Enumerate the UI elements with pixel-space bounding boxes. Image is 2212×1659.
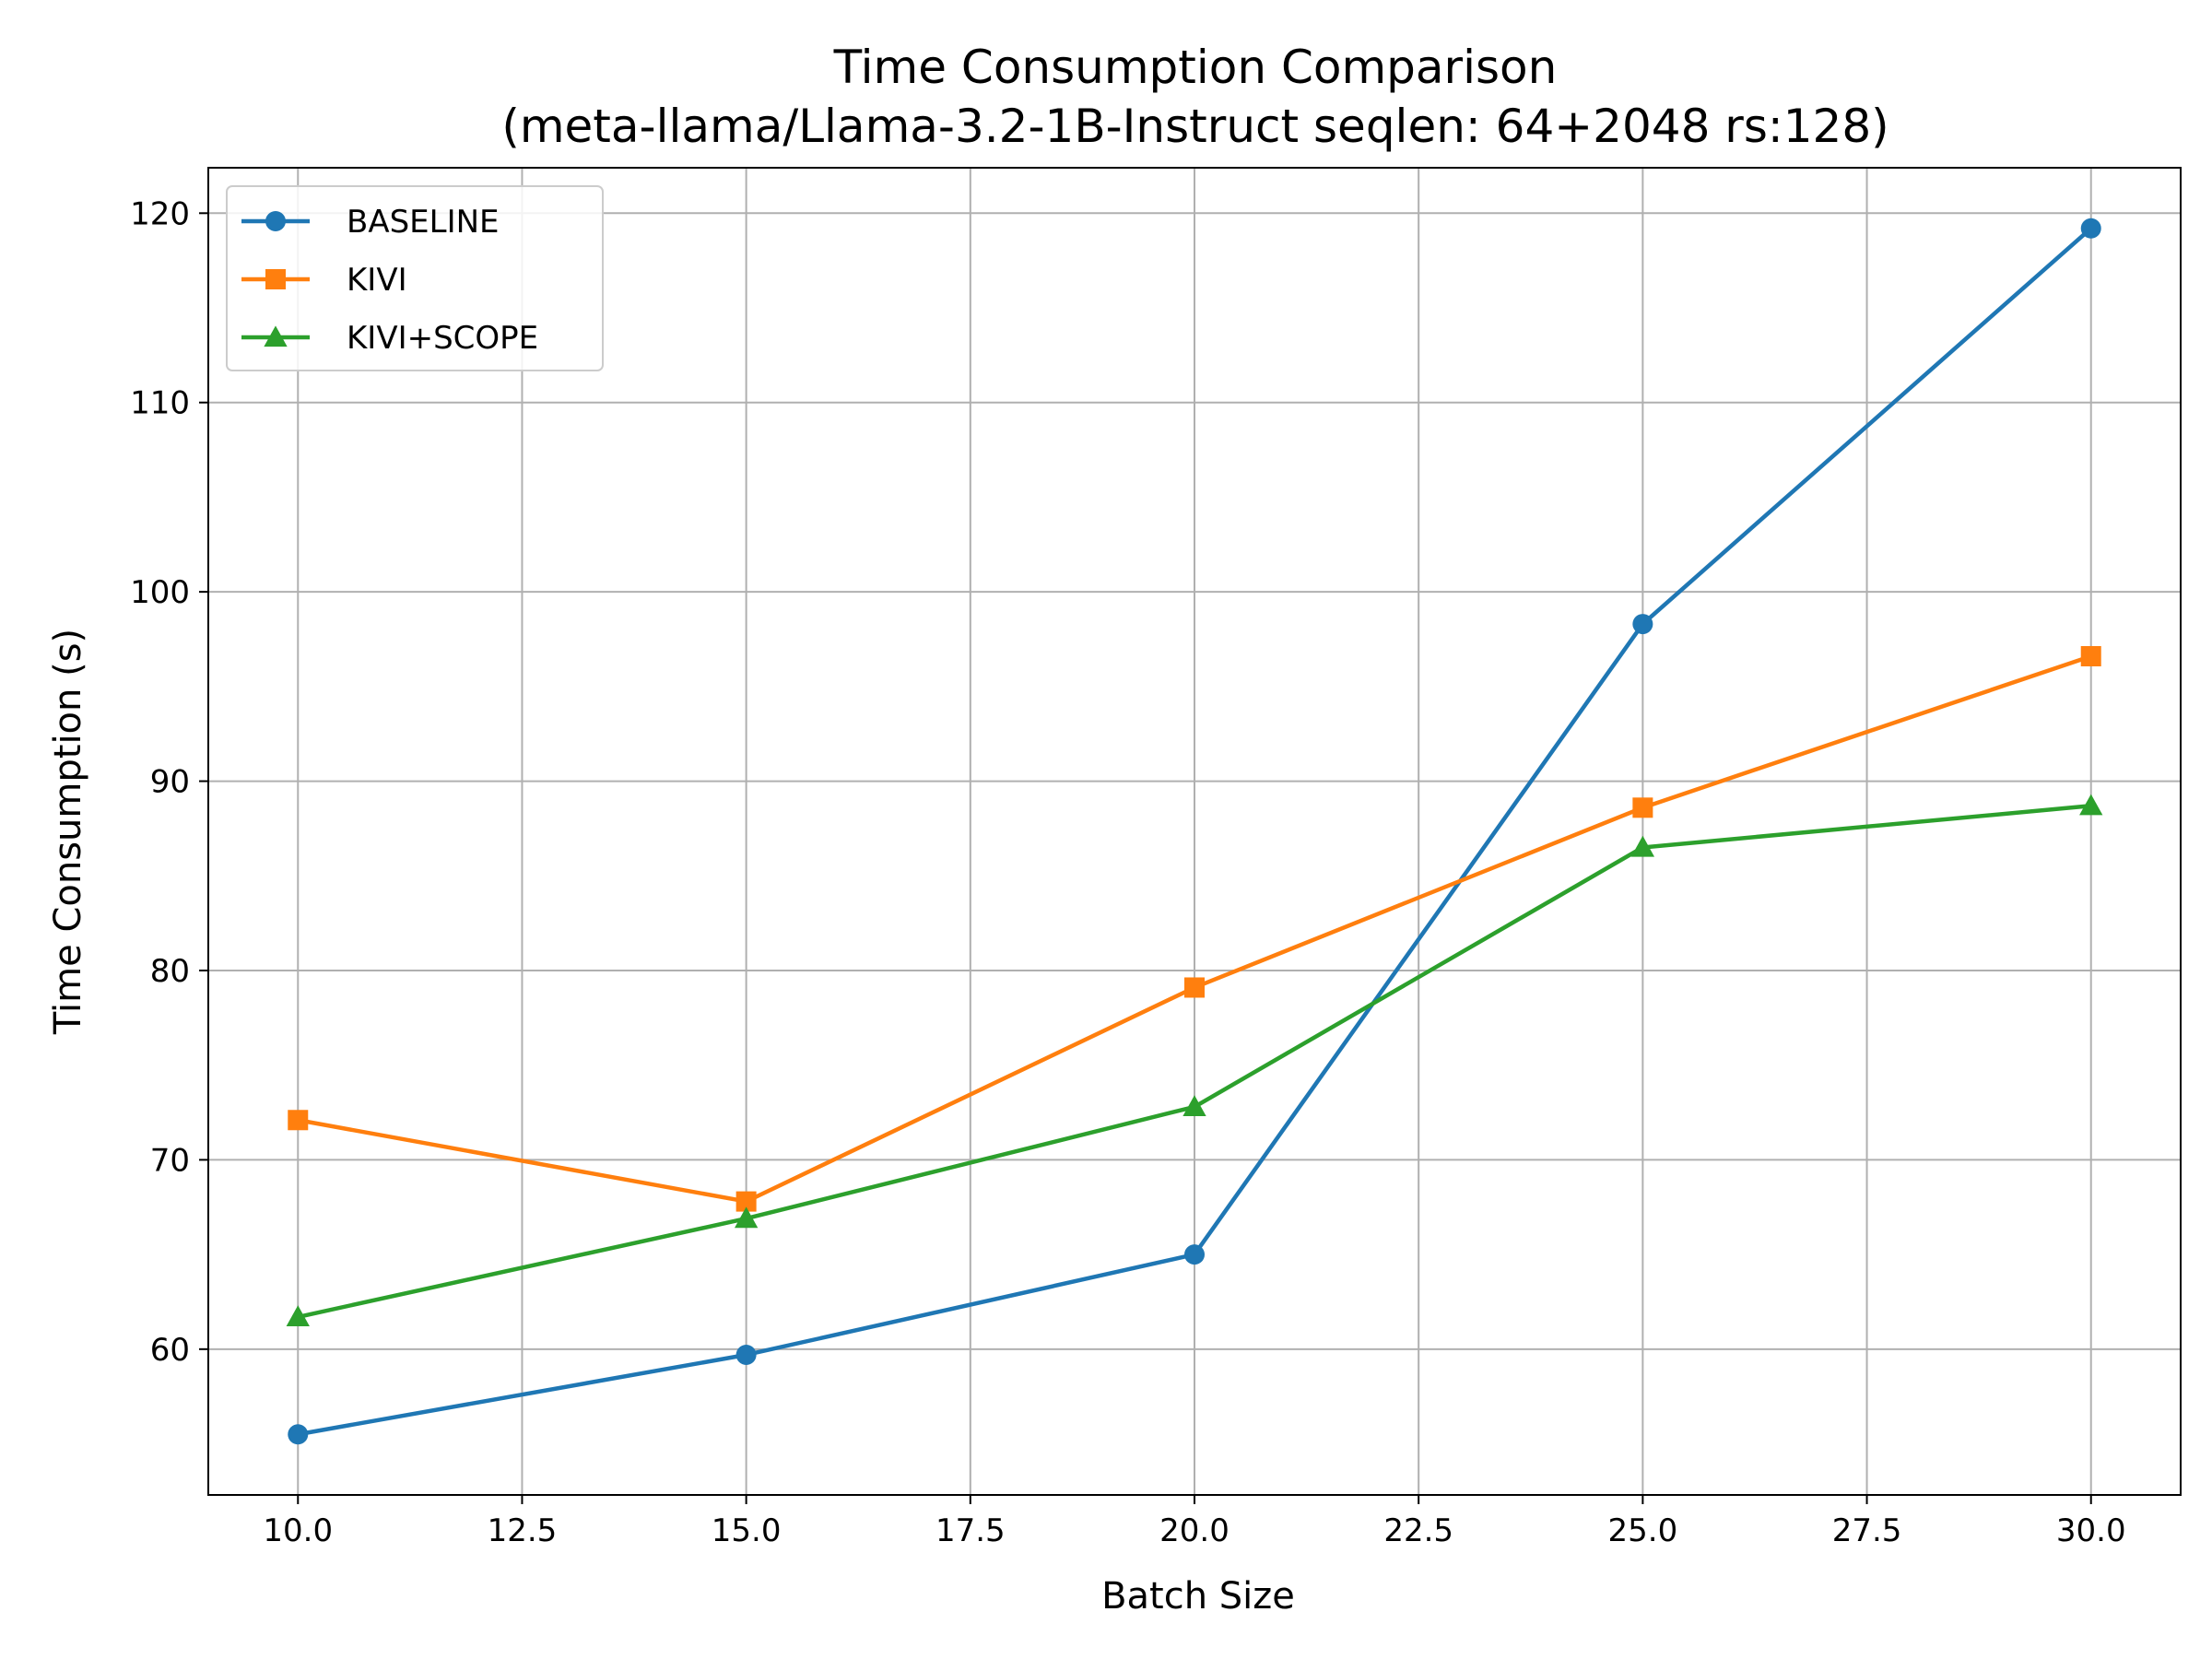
data-point-kivi-scope bbox=[1182, 1095, 1206, 1117]
x-tick-label: 10.0 bbox=[263, 1512, 333, 1549]
x-tick-label: 25.0 bbox=[1608, 1512, 1678, 1549]
series-kivi bbox=[288, 645, 2101, 1212]
data-point-baseline bbox=[288, 1424, 309, 1445]
x-axis-label: Batch Size bbox=[1101, 1575, 1295, 1618]
data-point-kivi-scope bbox=[2079, 794, 2103, 816]
x-tick-label: 20.0 bbox=[1159, 1512, 1230, 1549]
series-layer bbox=[286, 218, 2103, 1445]
data-point-baseline bbox=[1632, 614, 1653, 635]
legend-box bbox=[226, 185, 604, 371]
x-tick-label: 27.5 bbox=[1832, 1512, 1902, 1549]
data-point-baseline bbox=[735, 1344, 757, 1365]
data-point-kivi-scope bbox=[286, 1305, 310, 1327]
series-kivi-scope bbox=[286, 794, 2103, 1327]
y-tick-label: 60 bbox=[150, 1332, 190, 1369]
data-point-kivi bbox=[735, 1191, 757, 1212]
legend-marker-baseline bbox=[265, 211, 286, 231]
y-axis-label: Time Consumption (s) bbox=[47, 628, 90, 1035]
y-tick-label: 100 bbox=[130, 574, 190, 611]
x-tick-label: 22.5 bbox=[1383, 1512, 1453, 1549]
x-tick-label: 15.0 bbox=[712, 1512, 782, 1549]
data-point-kivi bbox=[288, 1110, 309, 1131]
legend: BASELINE KIVI KIVI+SCOPE bbox=[226, 185, 604, 371]
x-tick-label: 12.5 bbox=[488, 1512, 558, 1549]
legend-label-kivi: KIVI bbox=[347, 262, 407, 299]
grid bbox=[208, 168, 2181, 1495]
x-tick-label: 30.0 bbox=[2056, 1512, 2126, 1549]
axis-ticks: 10.0 12.5 15.0 17.5 20.0 22.5 25.0 27.5 30.0 60 70… bbox=[130, 195, 2125, 1549]
data-point-kivi-scope bbox=[1630, 835, 1655, 857]
chart-subtitle: (meta-llama/Llama-3.2-1B-Instruct seqlen… bbox=[501, 100, 1889, 153]
y-tick-label: 90 bbox=[150, 764, 190, 801]
data-point-kivi bbox=[1184, 977, 1205, 998]
data-point-kivi-scope bbox=[734, 1206, 759, 1229]
x-tick-label: 17.5 bbox=[935, 1512, 1006, 1549]
legend-label-baseline: BASELINE bbox=[347, 204, 500, 241]
y-tick-label: 110 bbox=[130, 385, 190, 422]
y-tick-label: 70 bbox=[150, 1142, 190, 1179]
y-tick-label: 80 bbox=[150, 953, 190, 990]
data-point-baseline bbox=[2080, 218, 2101, 239]
y-tick-label: 120 bbox=[130, 195, 190, 232]
legend-marker-kivi-scope bbox=[264, 325, 288, 347]
data-point-kivi bbox=[2080, 645, 2101, 666]
legend-label-kivi-scope: KIVI+SCOPE bbox=[347, 320, 538, 357]
legend-marker-kivi bbox=[265, 269, 286, 289]
data-point-baseline bbox=[1184, 1244, 1205, 1265]
series-baseline bbox=[288, 218, 2101, 1445]
data-point-kivi bbox=[1632, 797, 1653, 818]
chart-title: Time Consumption Comparison bbox=[833, 41, 1558, 94]
